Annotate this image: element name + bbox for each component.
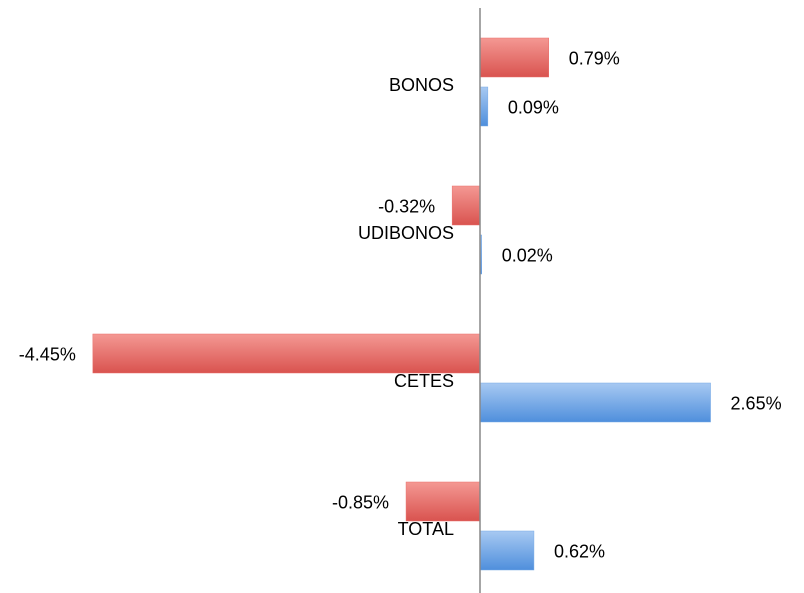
value-label: -4.45% xyxy=(19,344,76,364)
bar xyxy=(479,530,535,571)
value-label: 0.62% xyxy=(554,541,605,561)
value-label: 2.65% xyxy=(731,393,782,413)
category-label: UDIBONOS xyxy=(358,223,454,243)
bar xyxy=(479,382,711,423)
category-label: TOTAL xyxy=(398,519,454,539)
category-label: BONOS xyxy=(389,75,454,95)
category-label: CETES xyxy=(394,371,454,391)
value-label: -0.32% xyxy=(378,196,435,216)
bar xyxy=(405,481,481,522)
bar xyxy=(479,86,489,127)
bar xyxy=(92,333,481,374)
bar xyxy=(479,37,549,78)
value-label: 0.79% xyxy=(569,48,620,68)
value-label: -0.85% xyxy=(332,492,389,512)
bar xyxy=(451,185,481,226)
value-label: 0.09% xyxy=(508,97,559,117)
value-label: 0.02% xyxy=(502,245,553,265)
